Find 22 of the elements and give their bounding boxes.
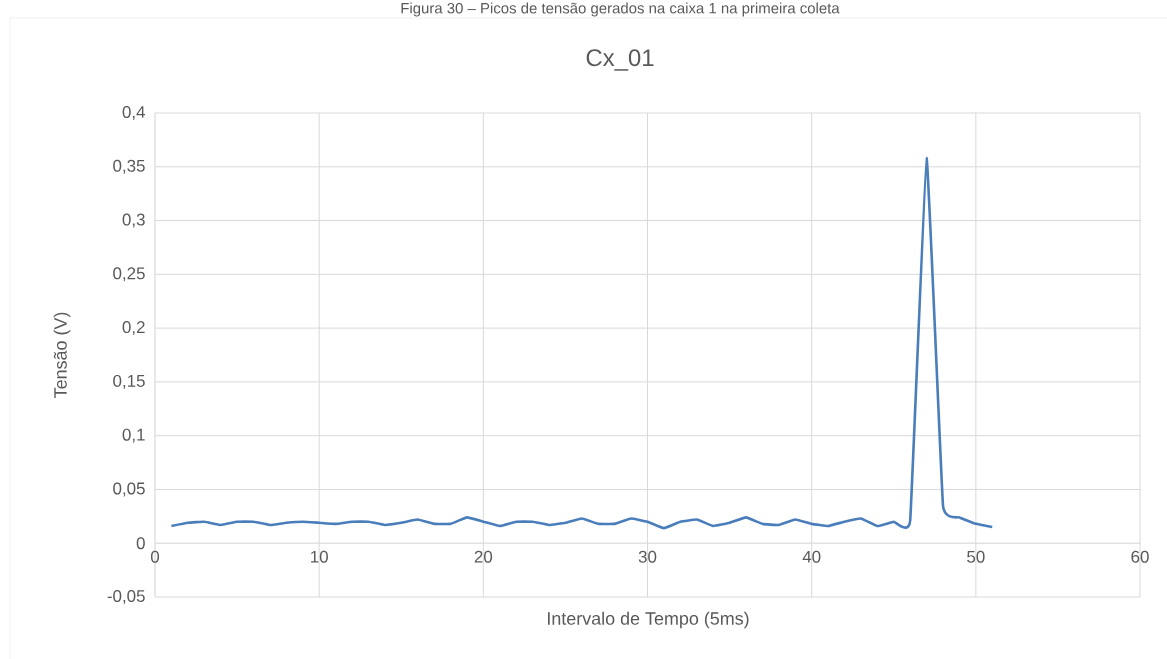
x-axis-title: Intervalo de Tempo (5ms) bbox=[548, 611, 749, 629]
y-tick-label: 0,25 bbox=[113, 267, 145, 282]
y-axis-title: Tensão (V) bbox=[53, 312, 71, 398]
x-tick-label: 20 bbox=[474, 550, 493, 563]
y-tick-label: 0 bbox=[136, 537, 145, 550]
y-tick-label: 0,35 bbox=[113, 159, 145, 174]
y-tick-label: 0,1 bbox=[122, 428, 145, 443]
x-tick-label: 50 bbox=[967, 550, 985, 563]
y-tick-label: 0,15 bbox=[113, 374, 145, 389]
y-tick-label: 0,05 bbox=[113, 482, 145, 497]
x-tick-label: 40 bbox=[802, 550, 821, 563]
y-tick-label: 0,2 bbox=[122, 321, 145, 336]
chart-title: Cx_01 bbox=[586, 49, 654, 71]
x-tick-label: 30 bbox=[638, 550, 657, 563]
line-series bbox=[170, 156, 994, 530]
x-tick-label: 0 bbox=[150, 550, 160, 563]
y-tick-label: 0,4 bbox=[122, 106, 145, 121]
y-tick-label: -0,05 bbox=[107, 590, 145, 604]
x-tick-label: 60 bbox=[1131, 550, 1149, 563]
x-tick-label: 10 bbox=[311, 550, 328, 563]
y-tick-label: 0,3 bbox=[122, 213, 145, 228]
text: Figura 30 – Picos de tensão gerados na caixa 1 na primeira coleta bbox=[401, 2, 840, 17]
